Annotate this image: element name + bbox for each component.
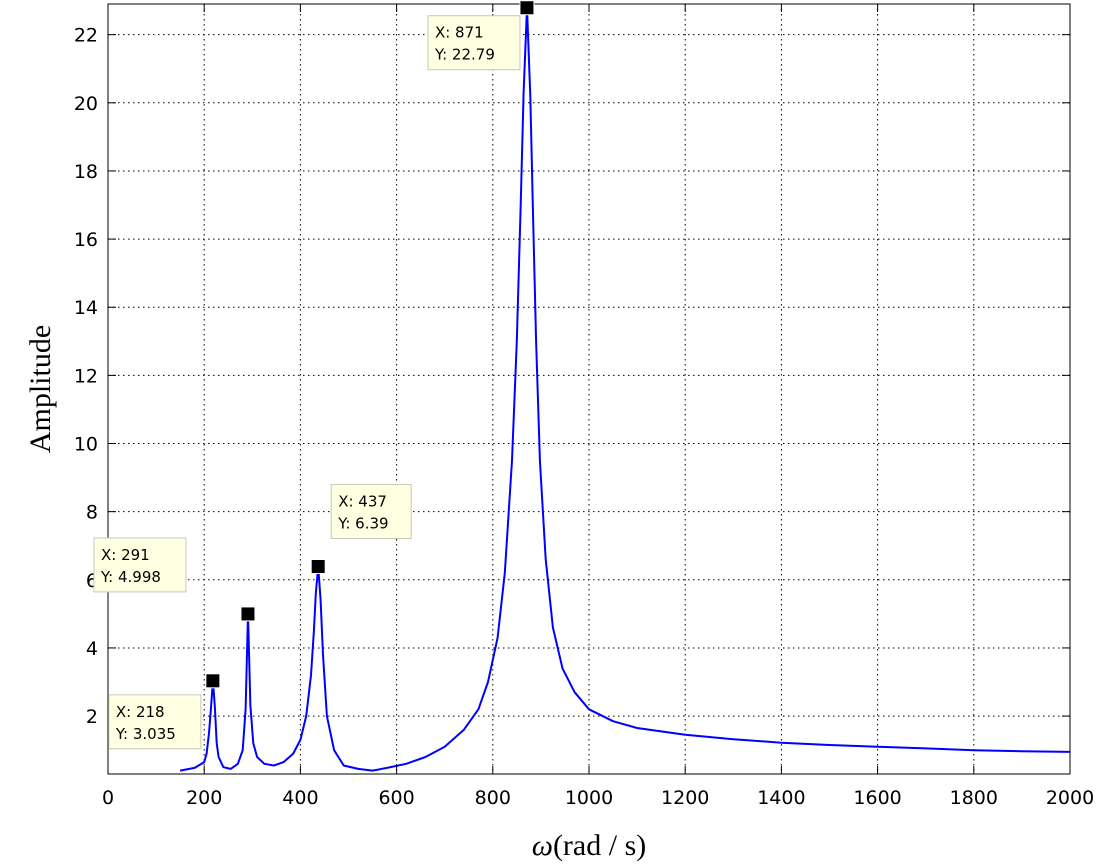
y-tick-label: 22 (74, 25, 98, 47)
data-tip-marker (240, 606, 256, 622)
data-tip-x-label: X: 291 (101, 546, 150, 564)
x-axis-units: (rad / s) (553, 829, 646, 862)
x-axis-title: ω(rad / s) (532, 829, 646, 862)
x-tick-label: 1800 (950, 787, 998, 809)
data-tip-marker (519, 0, 535, 16)
x-axis-symbol: ω (532, 829, 553, 862)
data-tip-box (427, 15, 521, 71)
x-tick-label: 200 (186, 787, 222, 809)
data-tip-x-label: X: 218 (116, 703, 165, 721)
data-tip-box (108, 694, 202, 750)
x-tick-label: 600 (378, 787, 414, 809)
x-tick-label: 400 (282, 787, 318, 809)
data-series (179, 6, 1071, 772)
data-tip-marker (310, 559, 326, 575)
data-tip-x-label: X: 437 (338, 493, 387, 511)
ticks: 0 200 400 600 800 1000 1200 1400 1600 1800 2000246… (74, 4, 1094, 809)
x-tick-label: 0 (102, 787, 114, 809)
y-tick-label: 16 (74, 229, 98, 251)
y-tick-label: 20 (74, 93, 98, 115)
data-tip-box (93, 537, 187, 593)
x-tick-label: 800 (475, 787, 511, 809)
y-tick-label: 2 (86, 706, 98, 728)
y-tick-label: 10 (74, 434, 98, 456)
y-tick-label: 18 (74, 161, 98, 183)
data-tip-y-label: Y: 22.79 (434, 46, 495, 64)
data-tip-marker (205, 673, 221, 689)
data-tip-box (330, 484, 412, 540)
x-tick-label: 2000 (1046, 787, 1094, 809)
y-tick-label: 14 (74, 297, 98, 319)
y-tick-label: 4 (86, 638, 98, 660)
grid (108, 4, 1070, 774)
series-line (179, 6, 1071, 772)
data-tip-y-label: Y: 4.998 (100, 568, 161, 586)
data-tips: X: 218 Y: 3.035 X: 291 Y: 4.998 X: 437 Y: 6.3… (93, 0, 535, 750)
data-tip-y-label: Y: 6.39 (337, 515, 388, 533)
x-tick-label: 1200 (661, 787, 709, 809)
y-axis-title: Amplitude (24, 325, 57, 453)
plot-border (107, 3, 1071, 775)
data-tip-y-label: Y: 3.035 (115, 725, 176, 743)
x-tick-label: 1000 (565, 787, 613, 809)
y-tick-label: 8 (86, 502, 98, 524)
x-tick-label: 1400 (757, 787, 805, 809)
y-tick-label: 12 (74, 365, 98, 387)
x-tick-label: 1600 (853, 787, 901, 809)
data-tip-x-label: X: 871 (435, 24, 484, 42)
